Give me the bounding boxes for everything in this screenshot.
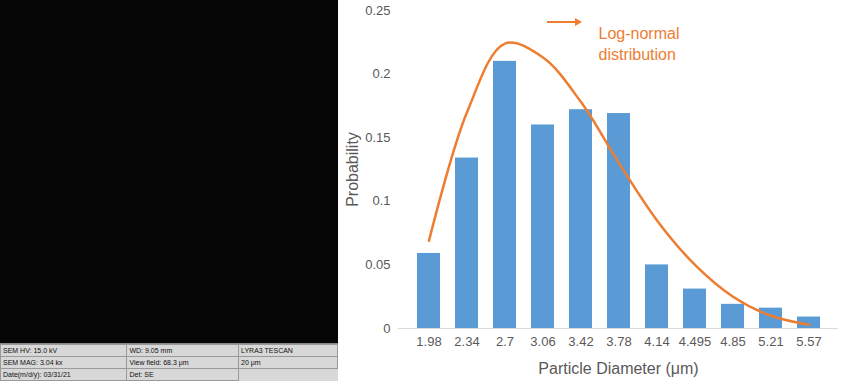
svg-text:3.42: 3.42: [568, 334, 593, 349]
svg-text:5.21: 5.21: [758, 334, 783, 349]
svg-text:0.05: 0.05: [365, 257, 390, 272]
html-text:LYRA3 TESCAN: LYRA3 TESCAN: [241, 347, 293, 354]
svg-text:1.98: 1.98: [416, 334, 441, 349]
svg-text:5.57: 5.57: [796, 334, 821, 349]
svg-text:3.06: 3.06: [530, 334, 555, 349]
svg-text:Probability: Probability: [344, 132, 361, 207]
svg-text:2.34: 2.34: [454, 334, 479, 349]
html-text:SEM HV: 15.0 kV: SEM HV: 15.0 kV: [3, 347, 58, 354]
svg-text:4.85: 4.85: [720, 334, 745, 349]
svg-text:0.25: 0.25: [365, 3, 390, 18]
html-text:WD: 9.05 mm: WD: 9.05 mm: [129, 347, 173, 354]
svg-text:0.2: 0.2: [372, 66, 390, 81]
html-text:View field: 68.3 μm: View field: 68.3 μm: [129, 359, 189, 366]
svg-text:0: 0: [383, 321, 390, 336]
svg-text:0.1: 0.1: [372, 193, 390, 208]
svg-text:3.78: 3.78: [606, 334, 631, 349]
html-text:20 μm: 20 μm: [241, 359, 261, 366]
svg-text:4.495: 4.495: [679, 334, 712, 349]
html-text:SEM MAG: 3.04 kx: SEM MAG: 3.04 kx: [3, 359, 63, 366]
svg-text:2.7: 2.7: [496, 334, 514, 349]
html-text:Det: SE: Det: SE: [129, 371, 154, 378]
svg-text:4.14: 4.14: [644, 334, 669, 349]
html-text:Date(m/d/y): 03/31/21: Date(m/d/y): 03/31/21: [3, 371, 71, 378]
svg-text:Log-normaldistribution: Log-normaldistribution: [599, 25, 680, 63]
svg-text:Particle Diameter (μm): Particle Diameter (μm): [538, 360, 698, 377]
svg-text:0.15: 0.15: [365, 130, 390, 145]
